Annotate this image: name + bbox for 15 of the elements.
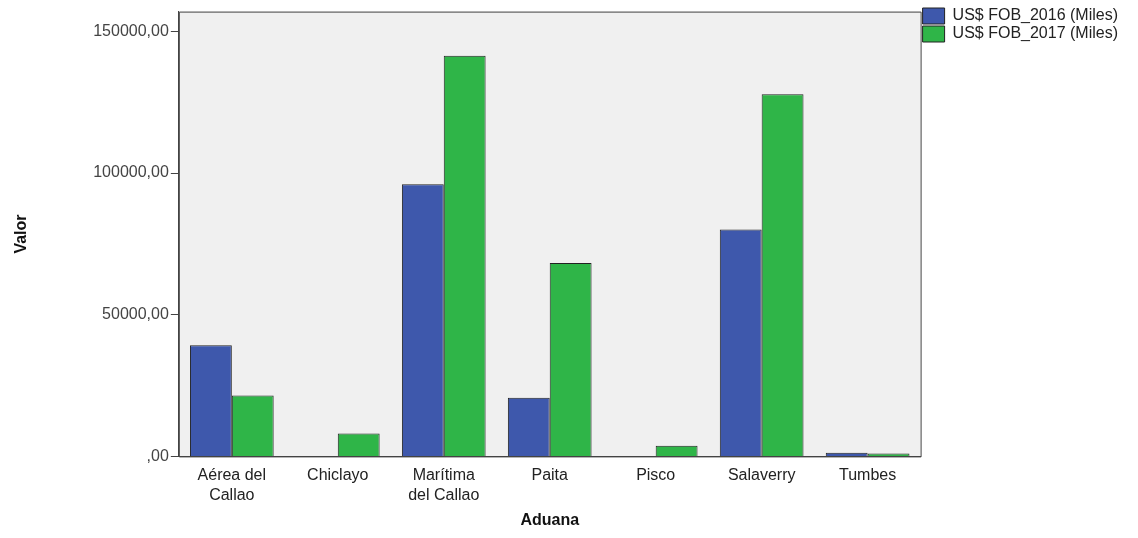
y-axis-title: Valor — [12, 214, 30, 254]
y-tick-label: ,00 — [146, 446, 169, 464]
y-tick-label: 150000,00 — [93, 21, 169, 39]
y-tick-label: 100000,00 — [93, 163, 169, 181]
y-tick-label: 50000,00 — [102, 305, 169, 323]
x-tick-label: Pisco — [636, 466, 676, 484]
x-tick-label: Chiclayo — [307, 466, 369, 484]
x-tick-label: Marítima del Callao — [408, 466, 480, 503]
x-axis-title: Aduana — [520, 510, 580, 528]
x-tick-label: Salaverry — [727, 466, 796, 484]
x-tick-label: Tumbes — [839, 466, 897, 484]
x-tick-label: Aérea del Callao — [197, 466, 267, 503]
legend-label: US$ FOB_2016 (Miles) — [952, 6, 1118, 25]
legend-label: US$ FOB_2017 (Miles) — [952, 24, 1118, 43]
x-tick-label: Paita — [531, 466, 569, 484]
